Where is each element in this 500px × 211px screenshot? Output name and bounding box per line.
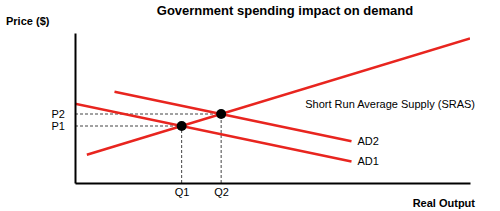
x-tick-label: Q2 <box>214 186 229 198</box>
chart-container: Government spending impact on demand Pric… <box>0 0 500 211</box>
y-axis: P1P2 <box>52 34 76 184</box>
series-label: AD1 <box>358 155 379 167</box>
x-axis-line <box>76 183 471 185</box>
plot-area <box>75 38 470 183</box>
y-tick-label: P2 <box>52 108 65 120</box>
y-tick: P2 <box>52 108 75 120</box>
x-axis: Q1 Q2 <box>76 183 471 198</box>
series-label: AD2 <box>358 135 379 147</box>
chart-title: Government spending impact on demand <box>157 3 413 18</box>
guide-line <box>75 126 182 127</box>
guide-line <box>181 126 182 183</box>
guide-line <box>221 114 222 183</box>
series-labels: Short Run Average Supply (SRAS) AD1 AD2 <box>305 98 475 167</box>
x-tick: Q2 <box>214 183 229 198</box>
y-axis-line <box>75 34 77 184</box>
y-tick: P1 <box>52 120 75 132</box>
x-tick: Q1 <box>175 183 190 198</box>
y-tick-label: P1 <box>52 120 65 132</box>
chart-svg: Government spending impact on demand Pric… <box>0 0 500 211</box>
series-label: Short Run Average Supply (SRAS) <box>305 98 475 110</box>
x-axis-title: Real Output <box>413 197 476 209</box>
guide-line <box>75 114 221 115</box>
equilibrium-point <box>216 109 226 119</box>
equilibrium-point <box>177 121 187 131</box>
series-line <box>87 38 470 154</box>
x-tick-label: Q1 <box>175 186 190 198</box>
y-axis-title: Price ($) <box>6 15 50 27</box>
